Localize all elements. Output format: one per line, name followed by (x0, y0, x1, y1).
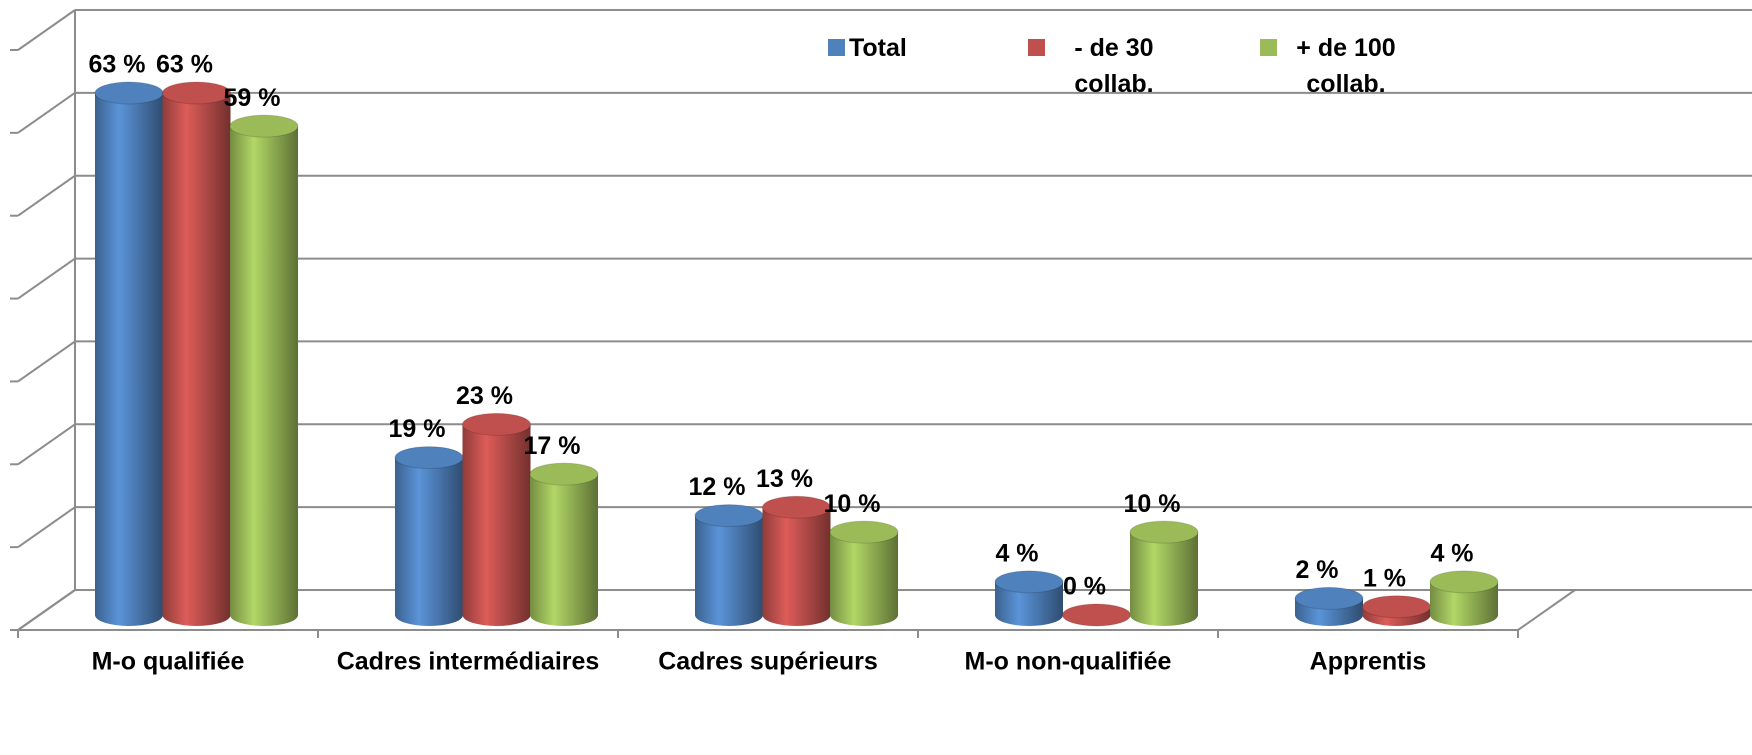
legend-item: - de 30 collab. (1028, 30, 1260, 102)
data-label: 0 % (1063, 573, 1106, 601)
legend: Total - de 30 collab. + de 100 collab. (828, 30, 1492, 102)
x-tick-label: Apprentis (1310, 648, 1427, 676)
data-label: 17 % (524, 432, 581, 460)
bar-top (1129, 520, 1199, 544)
legend-item: + de 100 collab. (1260, 30, 1492, 102)
bar-body (1430, 581, 1498, 626)
bar-body (95, 93, 163, 626)
x-tick-label: M-o non-qualifiée (965, 648, 1172, 676)
bar-body (830, 532, 898, 626)
x-tick-label: Cadres intermédiaires (337, 648, 600, 676)
bar-top (229, 114, 299, 138)
bar-top (529, 462, 599, 486)
bar-body (395, 457, 463, 626)
bar-body (995, 581, 1063, 626)
bar (762, 495, 831, 626)
legend-label: Total (849, 34, 907, 62)
bar (94, 81, 164, 626)
legend-label: - de 30 collab. (1074, 34, 1154, 98)
data-label: 19 % (389, 415, 446, 443)
bar (994, 570, 1064, 626)
legend-swatch (1260, 39, 1277, 56)
legend-item: Total (828, 30, 1028, 66)
data-label: 63 % (89, 51, 146, 79)
bar-top (1294, 586, 1364, 610)
data-label: 59 % (224, 84, 281, 112)
grid-line (17, 257, 76, 300)
bar (1362, 595, 1431, 626)
bar (529, 462, 599, 626)
bar-body (162, 93, 231, 626)
bar (462, 412, 531, 626)
bar (1062, 603, 1131, 627)
bar-top (762, 495, 831, 519)
bar-top (994, 570, 1064, 594)
data-label: 10 % (824, 490, 881, 518)
data-label: 12 % (689, 473, 746, 501)
legend-swatch (1028, 39, 1045, 56)
bar-body (1130, 532, 1198, 626)
bar-top (1429, 570, 1499, 594)
bar-top (1062, 603, 1131, 627)
bar-body (762, 507, 831, 626)
bar (394, 446, 464, 626)
legend-label: + de 100 collab. (1296, 34, 1396, 98)
bar-body (695, 515, 763, 626)
grid-line (17, 506, 76, 548)
data-label: 23 % (456, 382, 513, 410)
data-label: 4 % (995, 539, 1038, 567)
grid-line (17, 340, 76, 383)
bar-top (1362, 595, 1431, 619)
bar (1429, 570, 1499, 626)
bar-top (829, 520, 899, 544)
data-label: 2 % (1295, 556, 1338, 584)
grid-line (17, 9, 76, 51)
bar-top (162, 81, 231, 105)
bar-top (694, 504, 764, 528)
bar-top (394, 446, 464, 470)
grid-line (17, 423, 76, 466)
data-label: 1 % (1363, 564, 1406, 592)
x-tick-label: Cadres supérieurs (658, 648, 878, 676)
bar-top (462, 412, 531, 436)
bar (1294, 586, 1364, 626)
bar-body (462, 424, 531, 626)
data-label: 13 % (756, 465, 813, 493)
bar-top (94, 81, 164, 105)
grid-line (17, 174, 76, 217)
legend-swatch (828, 39, 845, 56)
bar (829, 520, 899, 626)
data-label: 63 % (156, 51, 213, 79)
x-tick-label: M-o qualifiée (92, 648, 245, 676)
bar (229, 114, 299, 626)
bar (162, 81, 231, 626)
bar-body (230, 126, 298, 626)
data-label: 4 % (1430, 539, 1473, 567)
grid-line (17, 92, 76, 134)
axis-line (1517, 589, 1576, 631)
bar (1129, 520, 1199, 626)
bar (694, 504, 764, 626)
bar-body (530, 474, 598, 626)
data-label: 10 % (1124, 490, 1181, 518)
grid-line (17, 589, 76, 631)
